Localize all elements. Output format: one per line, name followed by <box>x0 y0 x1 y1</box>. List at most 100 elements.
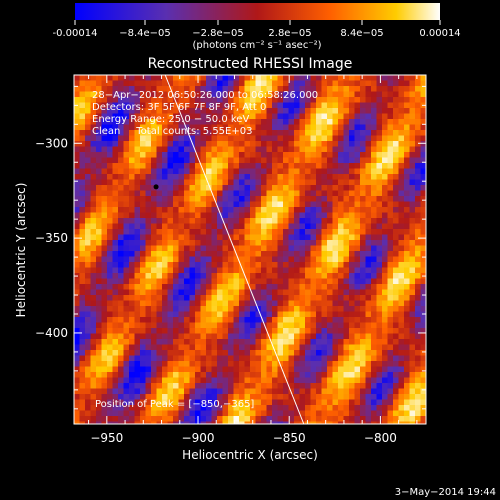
heatmap-cell <box>156 333 163 340</box>
heatmap-cell <box>332 212 339 219</box>
heatmap-cell <box>393 355 399 362</box>
heatmap-cell <box>316 135 322 142</box>
heatmap-cell <box>305 388 311 395</box>
heatmap-cell <box>195 245 201 252</box>
heatmap-cell <box>360 97 366 103</box>
heatmap-cell <box>316 322 322 329</box>
heatmap-cell <box>288 322 295 329</box>
heatmap-cell <box>294 251 300 257</box>
heatmap-cell <box>156 91 163 98</box>
heatmap-cell <box>178 306 185 312</box>
heatmap-cell <box>118 251 124 257</box>
heatmap-cell <box>349 168 355 175</box>
heatmap-cell <box>360 262 366 268</box>
heatmap-cell <box>294 410 300 417</box>
heatmap-cell <box>123 108 130 114</box>
heatmap-cell <box>343 179 350 186</box>
heatmap-cell <box>96 212 102 219</box>
heatmap-cell <box>409 113 416 120</box>
heatmap-cell <box>420 185 426 191</box>
heatmap-cell <box>415 262 421 268</box>
heatmap-cell <box>277 201 284 208</box>
heatmap-cell <box>316 399 322 406</box>
heatmap-cell <box>129 179 135 186</box>
heatmap-cell <box>85 284 91 290</box>
heatmap-cell <box>398 240 405 246</box>
heatmap-cell <box>376 102 383 109</box>
heatmap-cell <box>151 212 157 219</box>
heatmap-cell <box>151 311 157 318</box>
heatmap-cell <box>294 75 300 81</box>
heatmap-cell <box>228 124 234 131</box>
heatmap-cell <box>90 179 97 186</box>
heatmap-cell <box>360 322 366 329</box>
heatmap-cell <box>387 119 394 125</box>
heatmap-cell <box>283 91 289 98</box>
heatmap-cell <box>107 152 113 158</box>
heatmap-cell <box>134 240 141 246</box>
heatmap-cell <box>288 190 295 197</box>
heatmap-cell <box>222 207 229 213</box>
heatmap-cell <box>200 141 207 147</box>
heatmap-cell <box>354 168 361 175</box>
heatmap-cell <box>365 223 372 230</box>
heatmap-cell <box>244 289 251 296</box>
heatmap-cell <box>299 278 306 285</box>
heatmap-cell <box>332 130 339 136</box>
heatmap-cell <box>332 399 339 406</box>
heatmap-cell <box>277 262 284 268</box>
heatmap-cell <box>123 399 130 406</box>
heatmap-cell <box>140 410 146 417</box>
heatmap-cell <box>200 388 207 395</box>
heatmap-cell <box>393 157 399 164</box>
heatmap-cell <box>145 86 152 92</box>
heatmap-cell <box>134 344 141 351</box>
heatmap-cell <box>266 163 273 169</box>
heatmap-cell <box>398 135 405 142</box>
heatmap-cell <box>415 399 421 406</box>
heatmap-cell <box>173 322 179 329</box>
heatmap-cell <box>316 157 322 164</box>
heatmap-cell <box>195 300 201 307</box>
heatmap-cell <box>239 339 245 345</box>
heatmap-cell <box>354 339 361 345</box>
heatmap-cell <box>409 278 416 285</box>
heatmap-cell <box>371 168 377 175</box>
heatmap-cell <box>151 234 157 241</box>
heatmap-cell <box>382 152 388 158</box>
heatmap-cell <box>316 163 322 169</box>
heatmap-cell <box>398 284 405 290</box>
heatmap-cell <box>145 80 152 87</box>
heatmap-cell <box>305 289 311 296</box>
heatmap-cell <box>134 278 141 285</box>
heatmap-cell <box>387 322 394 329</box>
heatmap-cell <box>211 102 218 109</box>
heatmap-cell <box>228 251 234 257</box>
heatmap-cell <box>382 135 388 142</box>
heatmap-cell <box>294 234 300 241</box>
heatmap-cell <box>371 229 377 235</box>
heatmap-cell <box>376 174 383 180</box>
heatmap-cell <box>404 168 410 175</box>
heatmap-cell <box>332 157 339 164</box>
heatmap-cell <box>85 410 91 417</box>
heatmap-cell <box>409 372 416 378</box>
heatmap-cell <box>415 284 421 290</box>
heatmap-cell <box>206 174 212 180</box>
heatmap-cell <box>222 152 229 158</box>
heatmap-cell <box>393 212 399 219</box>
heatmap-cell <box>145 229 152 235</box>
heatmap-cell <box>79 91 86 98</box>
heatmap-cell <box>310 350 317 356</box>
heatmap-cell <box>250 262 256 268</box>
heatmap-cell <box>327 163 333 169</box>
heatmap-cell <box>112 185 119 191</box>
heatmap-cell <box>140 223 146 230</box>
heatmap-cell <box>288 399 295 406</box>
heatmap-cell <box>310 355 317 362</box>
heatmap-cell <box>283 388 289 395</box>
heatmap-cell <box>129 372 135 378</box>
heatmap-cell <box>228 168 234 175</box>
heatmap-cell <box>404 256 410 263</box>
heatmap-cell <box>404 317 410 323</box>
